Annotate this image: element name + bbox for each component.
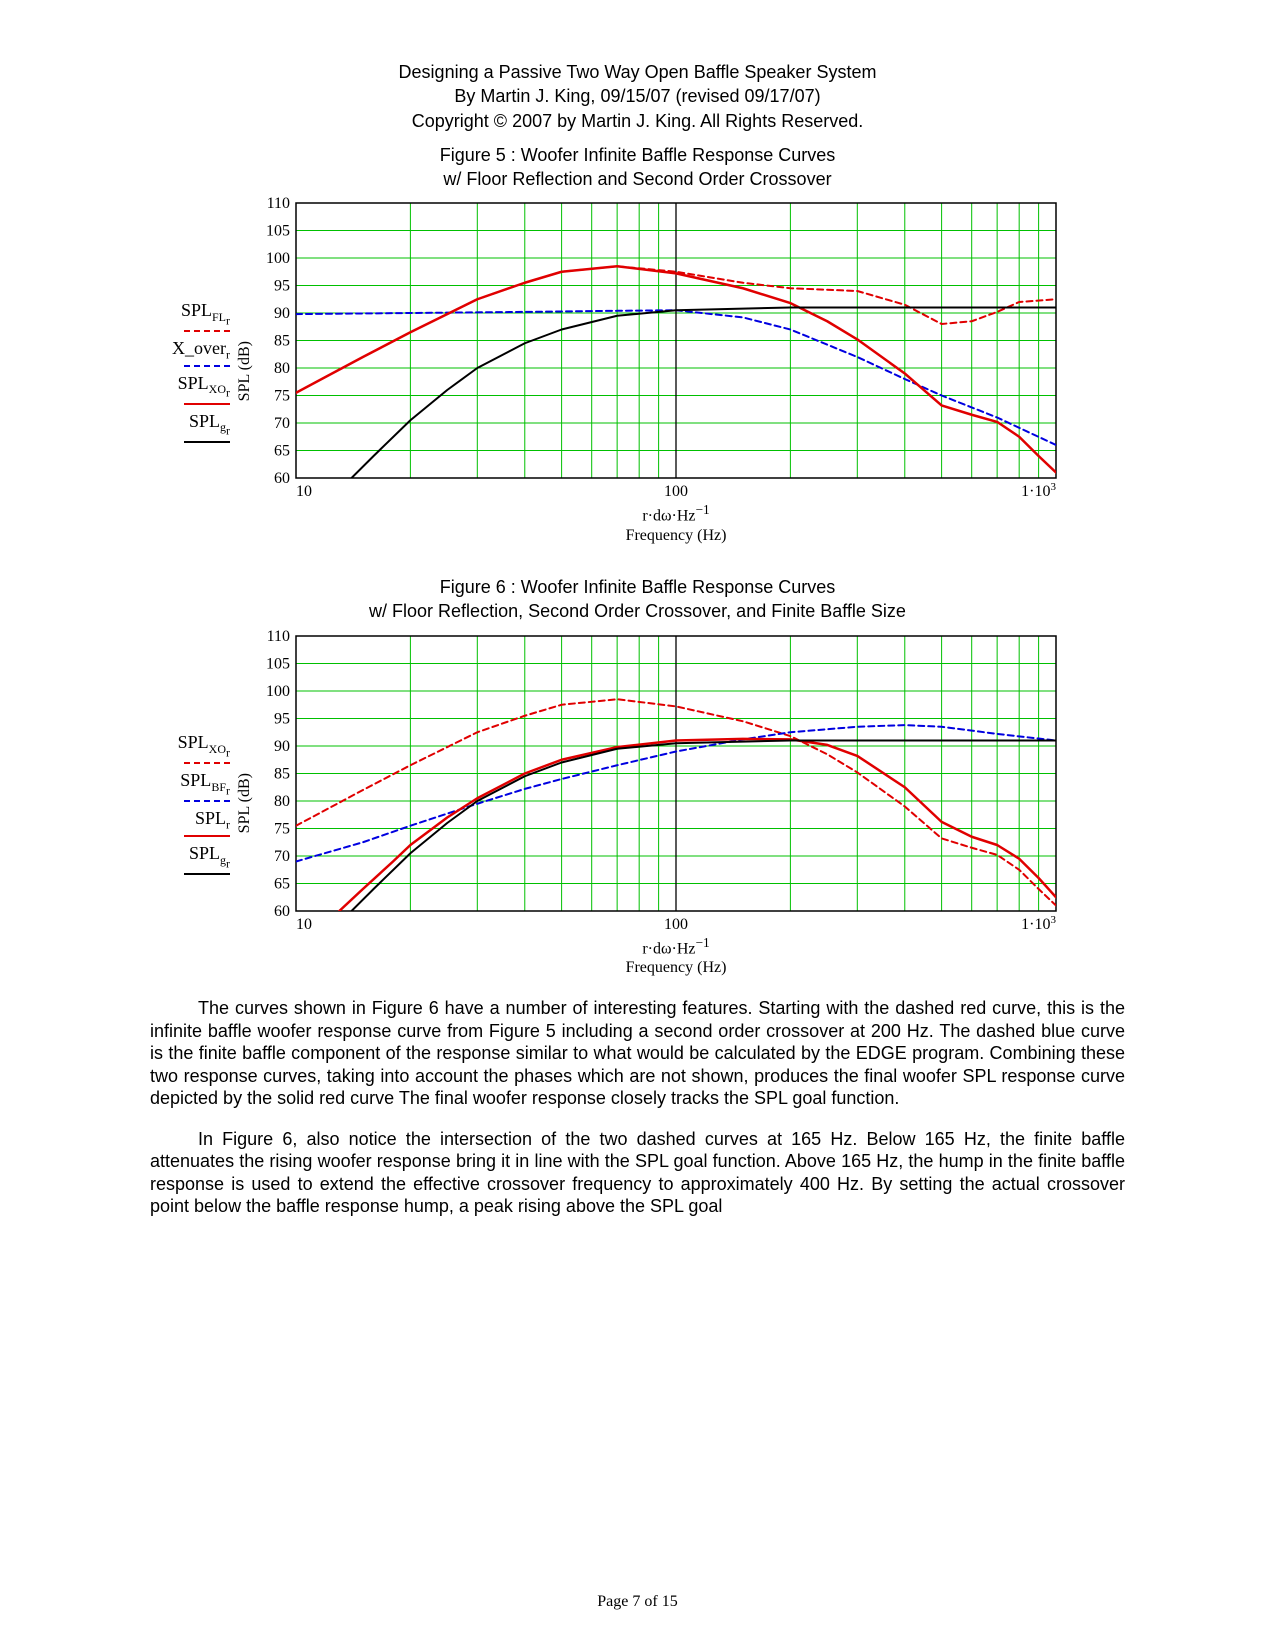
figure5-title-line2: w/ Floor Reflection and Second Order Cro… (150, 167, 1125, 191)
legend-swatch (184, 800, 230, 802)
paragraph-1: The curves shown in Figure 6 have a numb… (150, 997, 1125, 1110)
figure6-xaxis-math: r·dω·Hz (642, 940, 695, 957)
header-line-2: By Martin J. King, 09/15/07 (revised 09/… (150, 84, 1125, 108)
figure5-title-line1: Figure 5 : Woofer Infinite Baffle Respon… (150, 143, 1125, 167)
figure6-title-line1: Figure 6 : Woofer Infinite Baffle Respon… (150, 575, 1125, 599)
legend-label: SPLgr (189, 843, 230, 871)
svg-text:100: 100 (664, 483, 688, 500)
figure6-xaxis-block: r·dω·Hz−1 Frequency (Hz) (626, 935, 727, 978)
svg-text:70: 70 (274, 848, 290, 865)
legend-item: SPLgr (184, 843, 230, 875)
figure5-legend: SPLFLr X_overr SPLXOr SPLgr (90, 300, 234, 443)
legend-item: SPLBFr (180, 770, 230, 802)
paragraph-2: In Figure 6, also notice the intersectio… (150, 1128, 1125, 1218)
figure6-title: Figure 6 : Woofer Infinite Baffle Respon… (150, 575, 1125, 624)
figure6-title-line2: w/ Floor Reflection, Second Order Crosso… (150, 599, 1125, 623)
svg-text:1·103: 1·103 (1021, 481, 1056, 500)
legend-item: SPLr (184, 808, 230, 837)
legend-label: SPLr (195, 808, 230, 833)
svg-text:85: 85 (274, 333, 290, 350)
figure5-chart: 60 65 70 75 80 85 90 95 100 105 110 10 100 1·103 (256, 197, 1096, 500)
svg-text:65: 65 (274, 443, 290, 460)
figure5-xaxis-math: r·dω·Hz (642, 508, 695, 525)
figure6-yaxis-label: SPL (dB) (234, 773, 256, 833)
svg-text:70: 70 (274, 415, 290, 432)
svg-text:65: 65 (274, 875, 290, 892)
figure6-plot-col: 60 65 70 75 80 85 90 95 100 105 110 10 100 1·103 r·dω… (256, 630, 1096, 978)
svg-text:100: 100 (266, 250, 290, 267)
figure5-yaxis-label: SPL (dB) (234, 341, 256, 401)
legend-label: SPLgr (189, 411, 230, 439)
svg-text:105: 105 (266, 655, 290, 672)
figure5-xaxis-sup: −1 (695, 502, 709, 517)
legend-item: SPLFLr (181, 300, 230, 332)
legend-swatch (184, 403, 230, 405)
figure5-plot-col: 60 65 70 75 80 85 90 95 100 105 110 10 100 1·103 r·dω… (256, 197, 1096, 545)
legend-item: SPLXOr (178, 373, 230, 405)
svg-text:60: 60 (274, 470, 290, 487)
svg-text:110: 110 (267, 197, 290, 212)
figure6-xaxis-sup: −1 (695, 935, 709, 950)
svg-text:95: 95 (274, 278, 290, 295)
legend-label: X_overr (172, 338, 230, 363)
legend-swatch (184, 835, 230, 837)
body-text: The curves shown in Figure 6 have a numb… (150, 997, 1125, 1218)
svg-text:60: 60 (274, 903, 290, 920)
figure5-xaxis-label: Frequency (Hz) (626, 527, 727, 544)
figure5-wrap: SPLFLr X_overr SPLXOr SPLgr SPL (dB) 60 65 70… (90, 197, 1125, 545)
svg-text:75: 75 (274, 388, 290, 405)
svg-text:105: 105 (266, 223, 290, 240)
legend-label: SPLBFr (180, 770, 230, 798)
figure6-chart: 60 65 70 75 80 85 90 95 100 105 110 10 100 1·103 (256, 630, 1096, 933)
page-header: Designing a Passive Two Way Open Baffle … (150, 60, 1125, 133)
legend-swatch (184, 330, 230, 332)
svg-text:10: 10 (296, 483, 312, 500)
svg-text:10: 10 (296, 916, 312, 933)
svg-text:100: 100 (664, 916, 688, 933)
figure6-legend: SPLXOr SPLBFr SPLr SPLgr (90, 732, 234, 875)
legend-item: X_overr (172, 338, 230, 367)
figure6-wrap: SPLXOr SPLBFr SPLr SPLgr SPL (dB) 60 65 70 75 8… (90, 630, 1125, 978)
legend-label: SPLXOr (178, 732, 230, 760)
legend-item: SPLXOr (178, 732, 230, 764)
legend-swatch (184, 365, 230, 367)
svg-text:1·103: 1·103 (1021, 914, 1056, 933)
legend-swatch (184, 873, 230, 875)
header-line-3: Copyright © 2007 by Martin J. King. All … (150, 109, 1125, 133)
svg-text:75: 75 (274, 820, 290, 837)
svg-text:100: 100 (266, 683, 290, 700)
header-line-1: Designing a Passive Two Way Open Baffle … (150, 60, 1125, 84)
legend-item: SPLgr (184, 411, 230, 443)
svg-text:80: 80 (274, 360, 290, 377)
svg-text:95: 95 (274, 710, 290, 727)
legend-swatch (184, 441, 230, 443)
svg-text:90: 90 (274, 305, 290, 322)
spacer (150, 553, 1125, 571)
legend-label: SPLXOr (178, 373, 230, 401)
svg-text:85: 85 (274, 765, 290, 782)
page: Designing a Passive Two Way Open Baffle … (0, 0, 1275, 1651)
figure5-xaxis-block: r·dω·Hz−1 Frequency (Hz) (626, 502, 727, 545)
legend-swatch (184, 762, 230, 764)
page-footer: Page 7 of 15 (0, 1593, 1275, 1611)
legend-label: SPLFLr (181, 300, 230, 328)
svg-text:90: 90 (274, 738, 290, 755)
figure5-title: Figure 5 : Woofer Infinite Baffle Respon… (150, 143, 1125, 192)
svg-text:110: 110 (267, 630, 290, 645)
figure6-xaxis-label: Frequency (Hz) (626, 959, 727, 976)
svg-text:80: 80 (274, 793, 290, 810)
